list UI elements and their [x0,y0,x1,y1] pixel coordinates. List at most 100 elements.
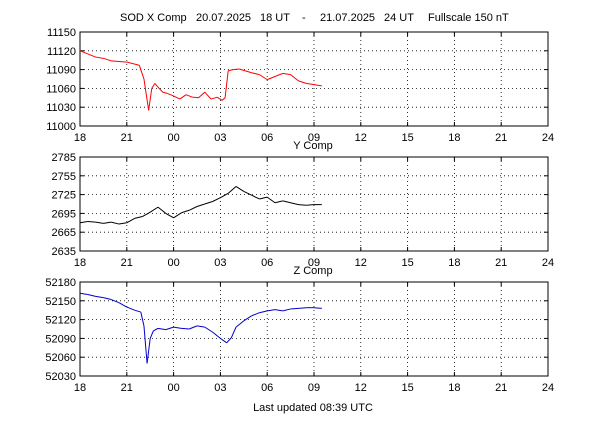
series-segment [79,292,88,296]
series-segment [118,222,127,225]
x-tick-label: 21 [495,382,507,394]
x-tick-label: 09 [308,132,320,144]
series-segment [259,310,268,314]
y-tick-label: 2755 [52,171,76,183]
series-segment [153,327,159,332]
header-end-date: 21.07.2025 [320,12,375,24]
y-tick-label: 52120 [45,315,76,327]
series-segment [111,221,120,225]
series-segment [210,96,218,100]
x-tick-label: 18 [448,382,460,394]
series-segment [298,307,307,309]
y-comp-panel: 18 21 00 03 06 09 12 15 18 21 24 2635 2665 2695 2725 27… [52,140,555,269]
series-segment [126,306,135,311]
header-fullscale: Fullscale 150 nT [428,12,509,24]
header-start-date: 20.07.2025 [196,12,251,24]
x-tick-label: 06 [261,257,273,269]
series-segment [138,65,145,80]
x-tick-label: 24 [542,382,554,394]
series-segment [151,83,156,89]
x-tick-label: 03 [214,132,226,144]
series-segment [149,330,154,339]
series-segment [235,186,245,192]
series-segment [181,327,190,330]
series-segment [306,82,315,86]
series-segment [157,327,166,331]
x-comp-series [79,50,322,111]
x-tick-label: 18 [74,132,86,144]
series-segment [274,72,283,77]
series-segment [103,57,112,62]
y-tick-label: 52180 [45,277,76,289]
series-segment [140,311,145,326]
series-segment [259,74,268,81]
x-tick-label: 12 [355,132,367,144]
y-tick-label: 52090 [45,333,76,345]
x-tick-label: 03 [214,382,226,394]
x-tick-label: 00 [167,257,179,269]
series-segment [179,94,187,100]
series-segment [198,91,206,99]
x-tick-label: 15 [401,132,413,144]
header-separator: - [302,12,306,24]
series-segment [226,337,232,344]
series-segment [266,196,276,204]
series-segment [282,72,291,76]
header-start-time: 18 UT [260,12,290,24]
series-segment [188,206,198,211]
series-segment [192,96,199,99]
series-segment [196,325,205,328]
y-tick-label: 2665 [52,227,76,239]
series-segment [157,206,167,214]
series-segment [298,204,307,206]
series-segment [87,221,96,223]
figure-header: SOD X Comp 20.07.2025 18 UT - 21.07.2025… [120,12,509,24]
series-segment [220,337,227,344]
series-segment [165,326,174,331]
series-segment [111,299,120,304]
x-tick-label: 09 [308,382,320,394]
z-comp-series [79,292,322,364]
series-segment [165,212,174,219]
x-tick-label: 21 [121,382,133,394]
series-segment [95,295,104,299]
series-segment [230,326,237,338]
header-station: SOD X Comp [120,12,187,24]
series-segment [313,307,322,309]
series-segment [220,192,229,199]
series-segment [290,202,299,206]
series-segment [313,84,322,87]
axes-frame [79,156,549,252]
series-segment [142,211,151,217]
x-tick-label: 18 [74,257,86,269]
y-tick-label: 11120 [47,46,76,58]
series-segment [235,320,245,328]
x-tick-label: 09 [308,257,320,269]
series-segment [290,74,299,82]
series-segment [143,325,148,364]
axes-frame [79,281,549,377]
series-segment [282,308,291,312]
header-end-time: 24 UT [384,12,414,24]
x-tick-label: 18 [448,132,460,144]
series-segment [251,72,260,76]
series-segment [87,294,96,297]
series-segment [245,70,252,74]
x-tick-label: 21 [121,132,133,144]
series-segment [274,309,283,312]
series-segment [298,80,307,84]
series-segment [238,68,246,72]
series-segment [87,53,96,58]
x-tick-label: 24 [542,257,554,269]
x-tick-label: 18 [74,382,86,394]
series-segment [232,68,240,71]
series-segment [274,200,283,204]
series-segment [189,325,198,330]
series-segment [212,331,221,339]
series-segment [111,60,120,62]
series-segment [148,88,153,111]
series-segment [221,97,226,101]
y-comp-series [79,186,322,225]
series-segment [143,78,150,111]
